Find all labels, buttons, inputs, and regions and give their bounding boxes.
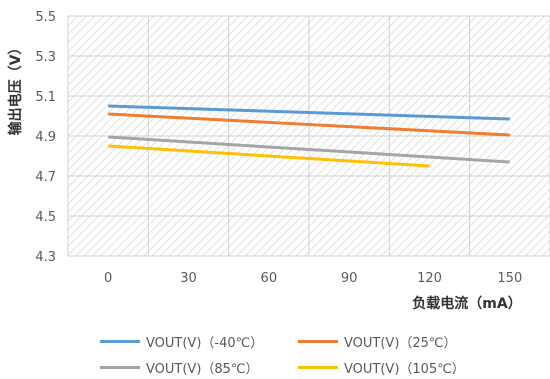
y-tick-label: 5.3	[35, 50, 56, 65]
x-tick-label: 90	[341, 271, 358, 286]
x-tick-label: 0	[104, 271, 112, 286]
y-tick-label: 5.5	[35, 10, 56, 25]
series-line-1	[108, 112, 510, 137]
y-tick-label: 4.9	[35, 130, 56, 145]
x-axis-title: 负载电流（mA）	[412, 295, 521, 312]
series-line-2	[108, 135, 510, 164]
series-line-3	[108, 144, 430, 168]
y-tick-label: 5.1	[35, 90, 56, 105]
x-tick-label: 150	[497, 271, 522, 286]
series-lines	[108, 104, 510, 168]
y-tick-label: 4.3	[35, 250, 56, 265]
x-tick-label: 120	[417, 271, 442, 286]
y-tick-label: 4.5	[35, 210, 56, 225]
y-axis-title: 输出电压（V）	[7, 41, 24, 136]
y-tick-label: 4.7	[35, 170, 56, 185]
y-axis-ticks: 4.3 4.5 4.7 4.9 5.1 5.3 5.5	[35, 10, 56, 265]
x-tick-label: 30	[180, 271, 197, 286]
x-axis-ticks: 0 30 60 90 120 150	[104, 271, 522, 286]
grid-lines	[67, 15, 550, 257]
x-tick-label: 60	[261, 271, 278, 286]
series-line-0	[108, 104, 510, 121]
